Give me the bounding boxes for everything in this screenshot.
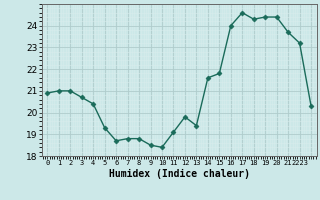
X-axis label: Humidex (Indice chaleur): Humidex (Indice chaleur) [109,169,250,179]
